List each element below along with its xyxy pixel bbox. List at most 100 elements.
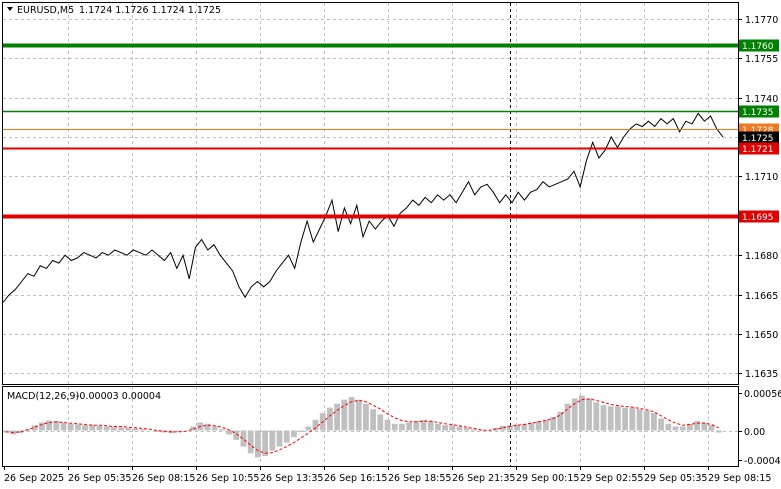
macd-bar — [636, 409, 643, 431]
macd-tick-label: 0.00 — [744, 427, 765, 438]
macd-bar — [355, 399, 362, 431]
macd-bar — [449, 425, 456, 431]
macd-bar — [607, 406, 614, 431]
level-tag-label: 1.1728 — [742, 126, 774, 136]
macd-bar — [377, 414, 384, 431]
macd-bar — [204, 423, 211, 431]
level-tag-label: 1.1721 — [742, 145, 774, 155]
macd-bar — [579, 395, 585, 431]
macd-bar — [175, 430, 182, 432]
time-tick-label: 26 Sep 16:15 — [324, 473, 387, 484]
macd-bar — [190, 426, 196, 431]
level-lines — [3, 43, 738, 219]
time-axis: 26 Sep 2025 26 Sep 05:35 26 Sep 08:15 26 Se… — [4, 466, 771, 484]
macd-bar — [471, 429, 477, 431]
macd-bar — [399, 423, 405, 431]
macd-bar — [291, 430, 297, 438]
macd-label: MACD(12,26,9) — [7, 391, 79, 402]
macd-histogram — [3, 395, 722, 458]
macd-bar — [17, 430, 24, 434]
macd-bar — [312, 419, 319, 431]
time-tick-label: 26 Sep 05:35 — [68, 473, 131, 484]
macd-bar — [499, 425, 506, 431]
level-tag-top-target — [739, 39, 779, 52]
macd-bar — [427, 421, 434, 431]
dropdown-triangle-icon[interactable] — [7, 7, 13, 11]
level-tag-label: 1.1760 — [742, 42, 774, 52]
macd-bar — [651, 413, 657, 431]
price-line — [2, 112, 724, 303]
macd-bar — [463, 427, 470, 431]
macd-bar — [391, 423, 398, 431]
macd-bar — [435, 423, 441, 431]
macd-bar — [262, 430, 268, 456]
macd-bar — [715, 430, 722, 433]
level-tag-buy-target — [739, 105, 779, 118]
macd-bar — [89, 425, 96, 431]
macd-bar — [550, 417, 556, 431]
level-tag-sell-entry — [739, 142, 779, 155]
macd-bar — [82, 425, 88, 431]
level-tag-label: 1.1725 — [742, 134, 774, 144]
macd-bar — [478, 430, 484, 432]
macd-signal-line — [5, 398, 719, 454]
macd-bar — [60, 422, 67, 431]
macd-bar — [31, 425, 38, 431]
level-tag-label: 1.1735 — [742, 108, 774, 118]
macd-bar — [276, 430, 283, 447]
time-tick-label: 26 Sep 2025 — [4, 473, 64, 484]
macd-bar — [528, 422, 535, 431]
price-axis: 1.1770 1.1755 1.1740 1.1710 1.1680 1.1665 1.16… — [738, 15, 778, 380]
macd-tick-label: 0.00056 — [744, 389, 781, 400]
macd-bar — [255, 430, 261, 458]
price-tick-label: 1.1680 — [745, 251, 778, 262]
price-tick-label: 1.1740 — [745, 94, 778, 105]
macd-bar — [269, 430, 276, 451]
macd-bar — [665, 423, 672, 431]
time-tick-label: 29 Sep 02:55 — [580, 473, 643, 484]
ohlc-values: 1.1724 1.1726 1.1724 1.1725 — [79, 5, 221, 16]
time-tick-label: 26 Sep 10:55 — [196, 473, 259, 484]
macd-bar — [586, 398, 592, 431]
macd-bar — [514, 424, 520, 431]
macd-tick-label: -0.00044 — [744, 456, 781, 467]
macd-bar — [363, 403, 369, 431]
symbol-label: EURUSD,M5 — [17, 5, 74, 16]
macd-bar — [111, 426, 117, 431]
macd-bar — [593, 402, 600, 431]
macd-bar — [535, 421, 542, 431]
macd-bar — [600, 405, 607, 431]
macd-values: -0.00003 0.00004 — [76, 391, 161, 402]
price-tick-label: 1.1635 — [745, 369, 778, 380]
macd-axis: 0.00056 0.00 -0.00044 — [738, 389, 781, 467]
time-tick-label: 26 Sep 08:15 — [132, 473, 195, 484]
macd-bar — [413, 421, 420, 431]
macd-bar — [247, 430, 254, 454]
macd-bar — [442, 425, 448, 431]
macd-bar — [507, 425, 513, 431]
macd-bar — [687, 423, 693, 431]
macd-bar — [615, 406, 621, 431]
macd-bar — [564, 403, 571, 431]
macd-bar — [96, 425, 103, 431]
macd-bar — [456, 426, 463, 431]
macd-bar — [240, 430, 247, 447]
time-tick-label: 26 Sep 13:35 — [260, 473, 323, 484]
macd-bar — [103, 426, 110, 431]
macd-bar — [3, 430, 9, 433]
macd-bar — [543, 419, 549, 431]
time-tick-label: 29 Sep 05:35 — [644, 473, 707, 484]
macd-bar — [622, 407, 628, 431]
macd-bar — [406, 422, 412, 431]
time-tick-label: 29 Sep 08:15 — [708, 473, 771, 484]
macd-bar — [694, 421, 700, 431]
macd-bar — [46, 420, 52, 431]
macd-bar — [420, 419, 427, 431]
time-tick-label: 26 Sep 21:35 — [452, 473, 515, 484]
macd-bar — [305, 426, 312, 431]
macd-bar — [679, 426, 686, 431]
macd-bar — [53, 421, 60, 431]
level-tag-last-price — [739, 131, 779, 144]
